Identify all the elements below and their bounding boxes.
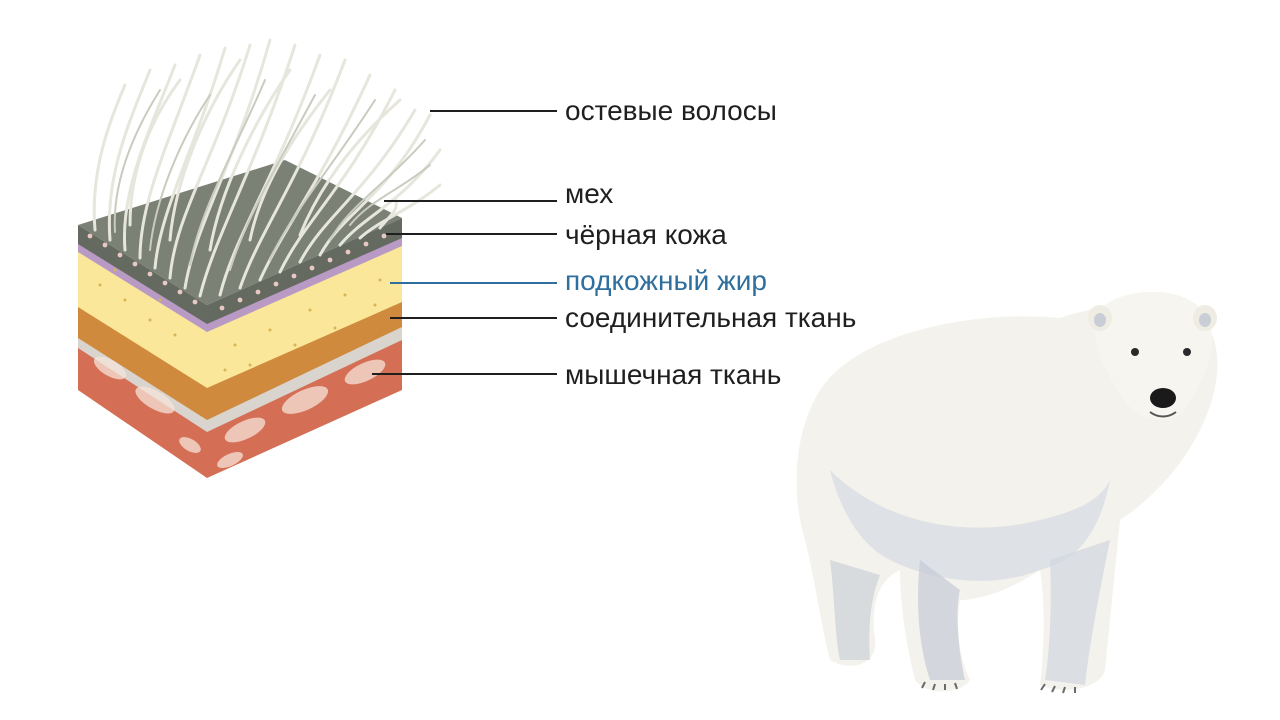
bear-shadow-legs (918, 560, 965, 680)
leader-line-connective-tissue (390, 317, 557, 319)
muscle-left-face (78, 345, 207, 478)
bear-ear-right-inner (1199, 313, 1211, 327)
purple-left (78, 242, 207, 332)
connective-left-face (78, 305, 207, 420)
bear-body (796, 305, 1218, 692)
skin-top-surface (78, 160, 402, 305)
bear-eye-right (1183, 348, 1191, 356)
leader-line-guard-hair (430, 110, 557, 112)
leader-line-subcutaneous-fat (390, 282, 557, 284)
purple-right (207, 236, 402, 332)
fat-right-face (207, 244, 402, 388)
bear-shadow-belly (830, 470, 1110, 581)
bear-shadow-front (1045, 540, 1110, 685)
skin-dots (87, 233, 387, 311)
skin-right-face (207, 218, 402, 324)
bear-head (1094, 291, 1213, 420)
bear-mouth (1149, 411, 1177, 418)
connective-light-right (207, 325, 402, 432)
label-connective-tissue: соединительная ткань (565, 302, 857, 333)
bear-eye-left (1131, 348, 1139, 356)
leader-line-muscle-tissue (372, 373, 557, 375)
label-black-skin: чёрная кожа (565, 219, 727, 250)
muscle-fibres (93, 356, 386, 469)
connective-right-face (207, 300, 402, 420)
guard-hair-shade (113, 79, 431, 271)
fat-left-face (78, 250, 207, 388)
polar-bear-illustration (796, 291, 1218, 694)
label-muscle-tissue: мышечная ткань (565, 359, 782, 390)
leader-line-black-skin (386, 233, 557, 235)
skin-cross-section-illustration (78, 38, 442, 478)
leader-line-fur (384, 200, 557, 202)
fat-dots (98, 268, 382, 372)
label-subcutaneous-fat: подкожный жир (565, 265, 767, 296)
bear-claws (921, 681, 1076, 694)
guard-hair (92, 38, 442, 298)
bear-nose (1150, 388, 1176, 408)
skin-left-face (78, 225, 207, 324)
bear-shadow-hind (830, 560, 880, 660)
bear-ear-left-inner (1094, 313, 1106, 327)
label-fur: мех (565, 178, 614, 209)
label-guard-hair: остевые волосы (565, 95, 777, 126)
